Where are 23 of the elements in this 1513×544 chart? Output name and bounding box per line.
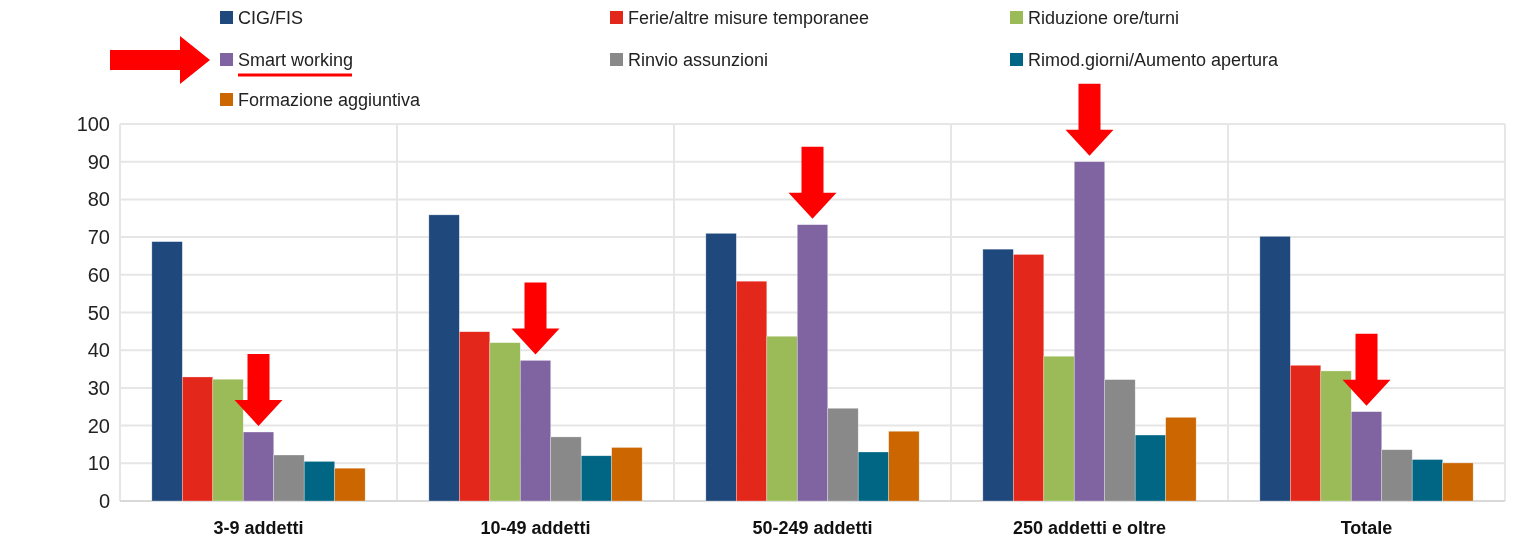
legend-label: Ferie/altre misure temporanee [628, 8, 870, 29]
legend-label: Smart working [238, 50, 354, 71]
y-tick-label: 50 [87, 301, 110, 324]
legend-label: Formazione aggiuntiva [238, 90, 422, 111]
y-tick-label: 60 [87, 263, 110, 286]
y-tick-label: 100 [76, 113, 110, 135]
y-tick-label: 40 [87, 339, 110, 362]
x-tick-label: Totale [1340, 518, 1393, 538]
y-tick-label: 80 [87, 188, 110, 211]
y-tick-label: 0 [98, 490, 110, 512]
y-tick-label: 30 [87, 376, 110, 399]
y-tick-label: 10 [87, 452, 110, 475]
legend-label: Rinvio assunzioni [628, 50, 769, 71]
x-tick-label: 50-249 addetti [752, 518, 873, 538]
y-tick-label: 20 [87, 414, 110, 437]
legend-label: Rimod.giorni/Aumento apertura [1028, 50, 1280, 71]
y-tick-label: 90 [87, 150, 110, 173]
x-tick-label: 3-9 addetti [213, 518, 304, 538]
x-tick-label: 10-49 addetti [480, 518, 591, 538]
legend-label: Riduzione ore/turni [1028, 8, 1180, 29]
y-tick-label: 70 [87, 226, 110, 249]
legend-label: CIG/FIS [238, 8, 304, 29]
x-tick-label: 250 addetti e oltre [1012, 518, 1167, 538]
